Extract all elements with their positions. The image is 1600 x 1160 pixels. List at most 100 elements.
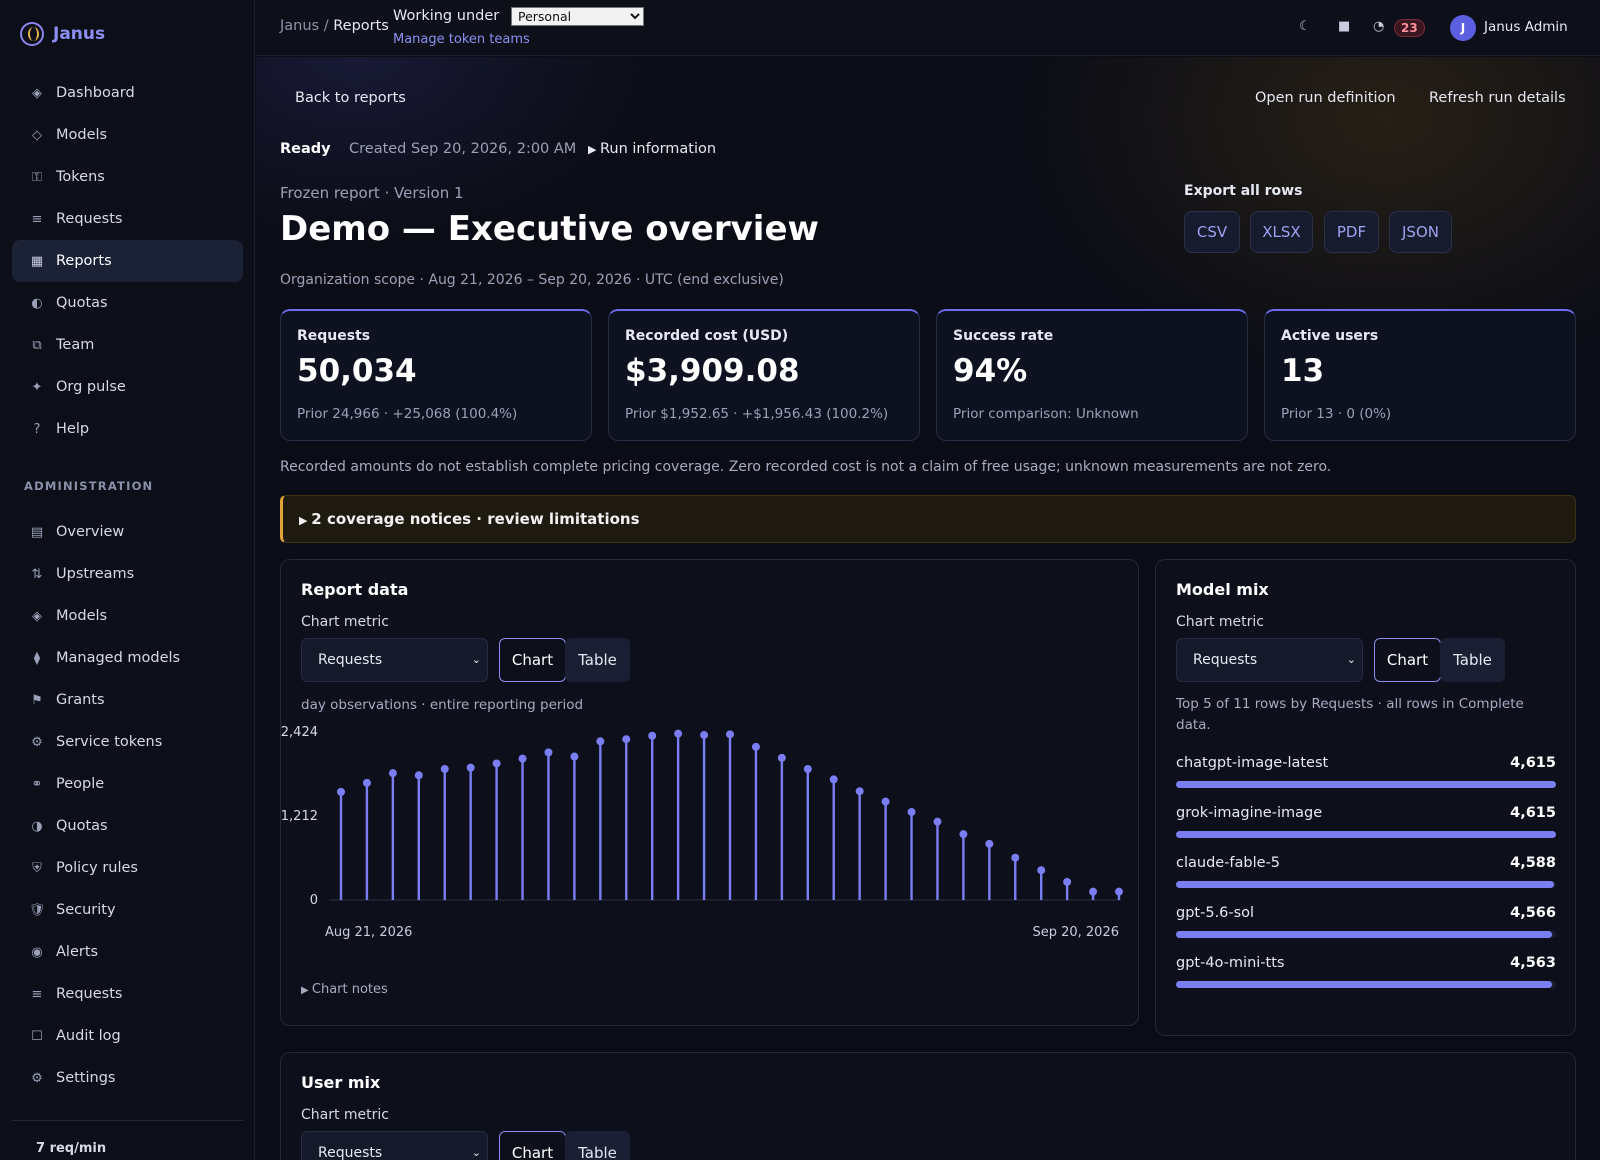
report-data-panel: Report data Chart metric Requests ⌄ Chart… [280, 559, 1139, 1026]
sidebar-item-policy-rules[interactable]: ⛨ Policy rules [12, 847, 243, 889]
back-to-reports-button[interactable]: Back to reports [295, 90, 406, 106]
y-tick-label: 1,212 [281, 809, 318, 824]
sidebar-item-alerts[interactable]: ◉ Alerts [12, 931, 243, 973]
moon-icon[interactable]: ☾ [1299, 19, 1311, 34]
chart-metric-select[interactable]: Requests ⌄ [1176, 638, 1363, 682]
working-under-label: Working under [393, 8, 500, 24]
model-name: grok-imagine-image [1176, 805, 1323, 821]
data-point [674, 729, 683, 738]
manage-token-teams-link[interactable]: Manage token teams [393, 32, 530, 47]
run-information-toggle[interactable]: ▶ Run information [588, 141, 716, 157]
topbar: Janus / Reports Working under Personal M… [256, 0, 1600, 56]
data-point [985, 839, 994, 848]
sidebar-item-admin-models[interactable]: ◈ Models [12, 595, 243, 637]
breadcrumb-root[interactable]: Janus [280, 18, 320, 34]
model-mix-row: gpt-5.6-sol 4,566 [1176, 905, 1556, 945]
model-name: gpt-4o-mini-tts [1176, 955, 1285, 971]
sidebar-item-label: Help [56, 421, 90, 437]
sidebar-item-label: Upstreams [56, 566, 135, 582]
sidebar-item-admin-quotas[interactable]: ◑ Quotas [12, 805, 243, 847]
data-point [1089, 887, 1098, 896]
data-point [466, 763, 475, 772]
coverage-notices[interactable]: ▶ 2 coverage notices · review limitation… [280, 495, 1576, 543]
chart-metric-select[interactable]: Requests ⌄ [301, 1131, 488, 1160]
x-end-label: Sep 20, 2026 [1032, 925, 1119, 940]
sidebar-item-quotas[interactable]: ◐ Quotas [12, 282, 243, 324]
flag-icon: ⚑ [31, 692, 43, 708]
pie-icon[interactable]: ◔ [1373, 19, 1385, 34]
export-pdf-button[interactable]: PDF [1324, 211, 1379, 253]
data-point [440, 765, 449, 774]
open-run-definition-button[interactable]: Open run definition [1255, 90, 1396, 106]
sidebar-item-help[interactable]: ? Help [12, 408, 243, 450]
janus-logo-icon [20, 22, 44, 46]
sidebar-item-org-pulse[interactable]: ✦ Org pulse [12, 366, 243, 408]
data-point [777, 753, 786, 762]
team-icon: ⧉ [32, 337, 42, 353]
table-view-toggle[interactable]: Table [565, 638, 630, 682]
sidebar-item-models[interactable]: ◇ Models [12, 114, 243, 156]
sidebar-item-upstreams[interactable]: ⇅ Upstreams [12, 553, 243, 595]
sidebar-item-requests[interactable]: ≡ Requests [12, 198, 243, 240]
avatar[interactable]: J [1450, 15, 1476, 41]
chart-metric-select[interactable]: Requests ⌄ [301, 638, 488, 682]
team-select[interactable]: Personal [511, 7, 644, 26]
export-json-button[interactable]: JSON [1389, 211, 1452, 253]
brand[interactable]: Janus [20, 22, 105, 46]
sparkle-icon: ✦ [31, 379, 43, 395]
quota-icon: ◐ [31, 295, 43, 311]
coverage-notices-toggle[interactable]: ▶ 2 coverage notices · review limitation… [299, 510, 640, 528]
chart-metric-value: Requests [318, 1145, 383, 1160]
refresh-run-details-button[interactable]: Refresh run details [1429, 90, 1566, 106]
sidebar-item-tokens[interactable]: ⚿ Tokens [12, 156, 243, 198]
key-icon: ⚿ [32, 169, 42, 185]
page-title: Demo — Executive overview [280, 209, 819, 249]
sidebar-item-dashboard[interactable]: ◈ Dashboard [12, 72, 243, 114]
chart-view-toggle[interactable]: Chart [499, 1131, 566, 1160]
panel-title: User mix [301, 1073, 381, 1092]
user-name[interactable]: Janus Admin [1484, 19, 1568, 35]
data-point [622, 735, 631, 744]
sidebar-item-grants[interactable]: ⚑ Grants [12, 679, 243, 721]
export-xlsx-button[interactable]: XLSX [1250, 211, 1313, 253]
model-bar-track [1176, 781, 1556, 788]
table-view-toggle[interactable]: Table [565, 1131, 630, 1160]
sidebar-item-reports[interactable]: ▦ Reports [12, 240, 243, 282]
chevron-down-icon: ⌄ [471, 653, 481, 666]
coverage-notices-label: 2 coverage notices · review limitations [311, 510, 640, 528]
sidebar-item-team[interactable]: ⧉ Team [12, 324, 243, 366]
kpi-comparison: Prior 13 · 0 (0%) [1281, 406, 1392, 422]
kpi-label: Recorded cost (USD) [625, 328, 789, 344]
chart-notes-toggle[interactable]: ▶ Chart notes [301, 982, 388, 997]
models-icon: ◈ [32, 608, 42, 624]
sidebar-item-label: Tokens [56, 169, 105, 185]
model-bar-track [1176, 831, 1556, 838]
kpi-value: 94% [953, 353, 1028, 389]
sidebar-item-label: Org pulse [56, 379, 126, 395]
created-timestamp: Created Sep 20, 2026, 2:00 AM [349, 141, 577, 157]
sidebar-item-security[interactable]: 🛡 Security [12, 889, 243, 931]
sidebar-item-admin-requests[interactable]: ≡ Requests [12, 973, 243, 1015]
kpi-value: 13 [1281, 353, 1325, 389]
people-icon: ⚭ [31, 776, 43, 792]
sidebar-item-settings[interactable]: ⚙ Settings [12, 1057, 243, 1099]
data-point [933, 817, 942, 826]
table-view-toggle[interactable]: Table [1440, 638, 1505, 682]
chart-caption: day observations · entire reporting peri… [301, 697, 584, 713]
sidebar-item-service-tokens[interactable]: ⚙ Service tokens [12, 721, 243, 763]
stop-icon[interactable]: ■ [1338, 19, 1351, 34]
sidebar-item-audit-log[interactable]: ☐ Audit log [12, 1015, 243, 1057]
y-tick-label: 2,424 [281, 725, 318, 740]
sidebar-item-overview[interactable]: ▤ Overview [12, 511, 243, 553]
notification-badge[interactable]: 23 [1394, 19, 1425, 37]
sidebar-item-people[interactable]: ⚭ People [12, 763, 243, 805]
managed-models-icon: ⧫ [33, 650, 41, 666]
sidebar-item-managed-models[interactable]: ⧫ Managed models [12, 637, 243, 679]
gear-icon: ⚙ [31, 734, 43, 750]
sidebar-item-label: Settings [56, 1070, 116, 1086]
export-csv-button[interactable]: CSV [1184, 211, 1240, 253]
chart-view-toggle[interactable]: Chart [499, 638, 566, 682]
main-content: Back to reports Open run definition Refr… [256, 57, 1600, 1160]
chart-view-toggle[interactable]: Chart [1374, 638, 1441, 682]
breadcrumb-current: Reports [333, 18, 389, 34]
